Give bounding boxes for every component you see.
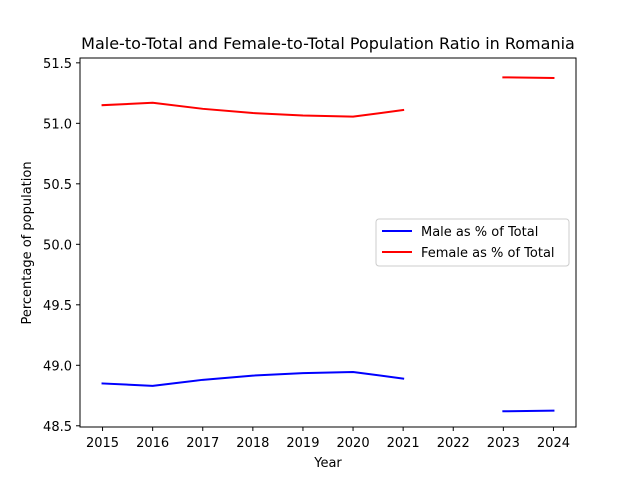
x-tick-label: 2015 bbox=[86, 436, 119, 451]
y-tick-label: 51.0 bbox=[43, 117, 72, 132]
series-line-female bbox=[101, 101, 405, 118]
x-tick-label: 2016 bbox=[136, 436, 169, 451]
legend: Male as % of Total Female as % of Total bbox=[375, 218, 570, 267]
y-tick-label: 49.5 bbox=[43, 299, 72, 314]
y-tick-label: 51.5 bbox=[43, 57, 72, 72]
series-line-male bbox=[502, 409, 555, 413]
y-tick-label: 48.5 bbox=[43, 420, 72, 435]
plot-frame bbox=[79, 57, 577, 428]
x-axis-ticks: 2015 2016 2017 2018 2019 2020 2021 2022 2023 2024 bbox=[86, 427, 570, 451]
x-tick-label: 2020 bbox=[337, 436, 370, 451]
x-tick-label: 2021 bbox=[387, 436, 420, 451]
legend-label-male: Male as % of Total bbox=[421, 225, 538, 240]
legend-label-female: Female as % of Total bbox=[421, 246, 555, 261]
series-layer bbox=[101, 76, 555, 413]
y-tick-label: 50.5 bbox=[43, 178, 72, 193]
x-tick-label: 2024 bbox=[537, 436, 570, 451]
x-axis-label: Year bbox=[313, 456, 342, 471]
x-tick-label: 2017 bbox=[186, 436, 219, 451]
x-tick-label: 2019 bbox=[286, 436, 319, 451]
y-tick-label: 50.0 bbox=[43, 238, 72, 253]
x-tick-label: 2018 bbox=[236, 436, 269, 451]
series-line-male bbox=[101, 370, 405, 387]
x-tick-label: 2022 bbox=[437, 436, 470, 451]
series-line-female bbox=[502, 76, 555, 79]
y-tick-label: 49.0 bbox=[43, 359, 72, 374]
x-tick-label: 2023 bbox=[487, 436, 520, 451]
y-axis-ticks: 48.5 49.0 49.5 50.0 50.5 51.0 51.5 bbox=[43, 57, 80, 435]
y-axis-label: Percentage of population bbox=[20, 161, 35, 324]
chart-title: Male-to-Total and Female-to-Total Popula… bbox=[81, 34, 575, 53]
legend-box bbox=[375, 218, 570, 267]
